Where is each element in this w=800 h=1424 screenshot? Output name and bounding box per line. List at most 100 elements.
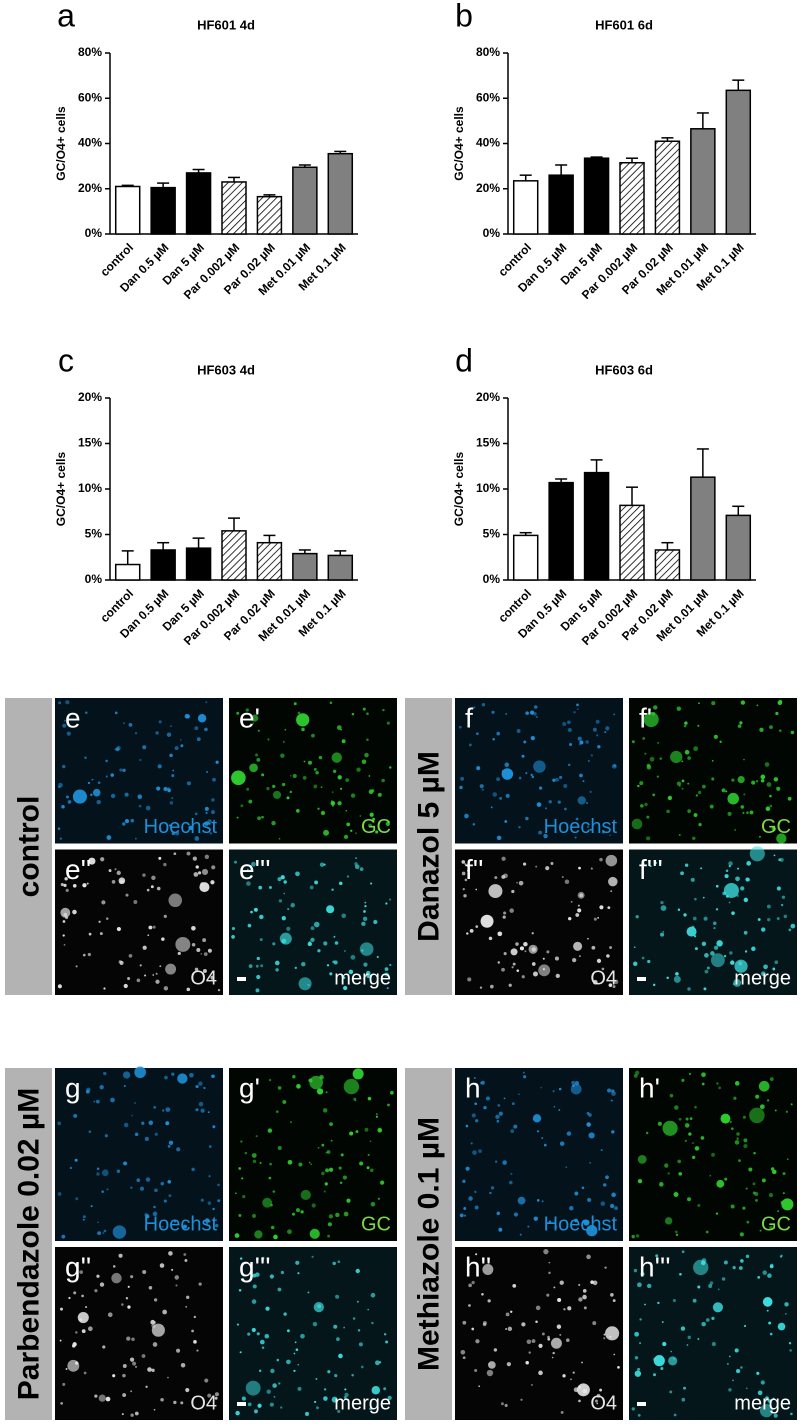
cell: [527, 1225, 530, 1228]
cell: [310, 926, 315, 931]
cell: [503, 873, 508, 879]
cell: [551, 1356, 554, 1359]
cell: [517, 1196, 526, 1205]
cell: [533, 705, 538, 709]
cell: [639, 781, 644, 786]
cell: [639, 1342, 642, 1345]
cell: [303, 760, 306, 763]
condition-label: Methiazole 0.1 µM: [412, 1117, 445, 1371]
cell: [497, 931, 503, 937]
cell: [335, 1212, 340, 1218]
cell: [642, 737, 646, 740]
cell: [548, 800, 552, 804]
cell: [516, 969, 520, 972]
cell: [531, 775, 535, 779]
cell: [788, 1342, 792, 1345]
cell: [588, 760, 590, 762]
cell: [776, 917, 780, 921]
cell: [309, 1075, 324, 1090]
bar: [725, 89, 752, 235]
cell: [635, 1070, 640, 1075]
cell: [317, 949, 321, 953]
cell: [693, 1259, 709, 1276]
cell: [289, 1121, 293, 1124]
cell: [777, 1322, 786, 1331]
cell: [99, 932, 103, 936]
cell: [316, 1088, 324, 1095]
cell: [530, 773, 533, 776]
cell: [295, 1348, 299, 1352]
cell: [152, 974, 155, 976]
cell: [175, 1284, 178, 1287]
cell: [98, 920, 101, 923]
cell: [712, 921, 717, 926]
cell: [535, 865, 538, 868]
cell: [329, 701, 333, 705]
cell: [204, 806, 209, 811]
cell: [134, 731, 138, 735]
cell: [370, 1168, 374, 1173]
cell: [244, 1151, 248, 1155]
bar: [548, 481, 574, 581]
cell: [480, 914, 494, 928]
cell: [738, 1159, 741, 1162]
cell: [719, 740, 722, 743]
cell: [612, 1299, 616, 1303]
cell: [572, 1084, 575, 1088]
cell: [458, 725, 462, 729]
cell: [790, 1412, 793, 1416]
cell: [119, 960, 124, 965]
cell: [256, 757, 261, 762]
cell: [766, 904, 771, 909]
cell: [337, 1409, 341, 1413]
cell: [649, 756, 655, 762]
cell: [701, 1321, 706, 1327]
cell: [162, 1109, 165, 1112]
cell: [207, 1201, 212, 1205]
cell: [746, 1220, 750, 1224]
cell: [256, 1332, 260, 1336]
cell: [130, 1390, 133, 1393]
cell: [773, 777, 779, 782]
cell: [312, 1321, 318, 1327]
cell: [563, 783, 568, 789]
cell: [132, 1361, 137, 1366]
bar: [150, 549, 176, 581]
cell: [160, 1181, 165, 1186]
cell: [490, 1186, 495, 1190]
cell: [331, 752, 342, 763]
cell: [145, 1177, 151, 1182]
cell: [134, 837, 137, 840]
cell: [231, 770, 246, 786]
cell: [125, 893, 129, 897]
cell: [603, 1337, 606, 1340]
cell: [268, 1078, 272, 1082]
cell: [183, 1253, 187, 1256]
cell: [363, 962, 368, 967]
cell: [564, 807, 567, 811]
cell: [294, 1341, 297, 1344]
cell: [205, 812, 208, 815]
cell: [200, 1198, 204, 1202]
cell: [536, 802, 542, 807]
cell: [62, 764, 66, 769]
cell: [148, 1120, 154, 1126]
cell: [555, 777, 559, 782]
cell: [535, 715, 538, 719]
cell: [670, 1350, 673, 1353]
image-label: e': [239, 702, 260, 733]
micrograph: [455, 1247, 623, 1420]
cell: [245, 1380, 261, 1396]
cell: [481, 788, 484, 791]
cell: [704, 969, 709, 974]
cell: [197, 871, 202, 875]
cell: [666, 809, 670, 814]
cell: [150, 885, 154, 889]
cell: [713, 734, 718, 739]
cell: [578, 866, 581, 870]
cell: [61, 1234, 66, 1239]
cell: [269, 1162, 272, 1166]
cell: [105, 917, 109, 920]
cell: [637, 1154, 647, 1164]
cell: [246, 787, 250, 791]
